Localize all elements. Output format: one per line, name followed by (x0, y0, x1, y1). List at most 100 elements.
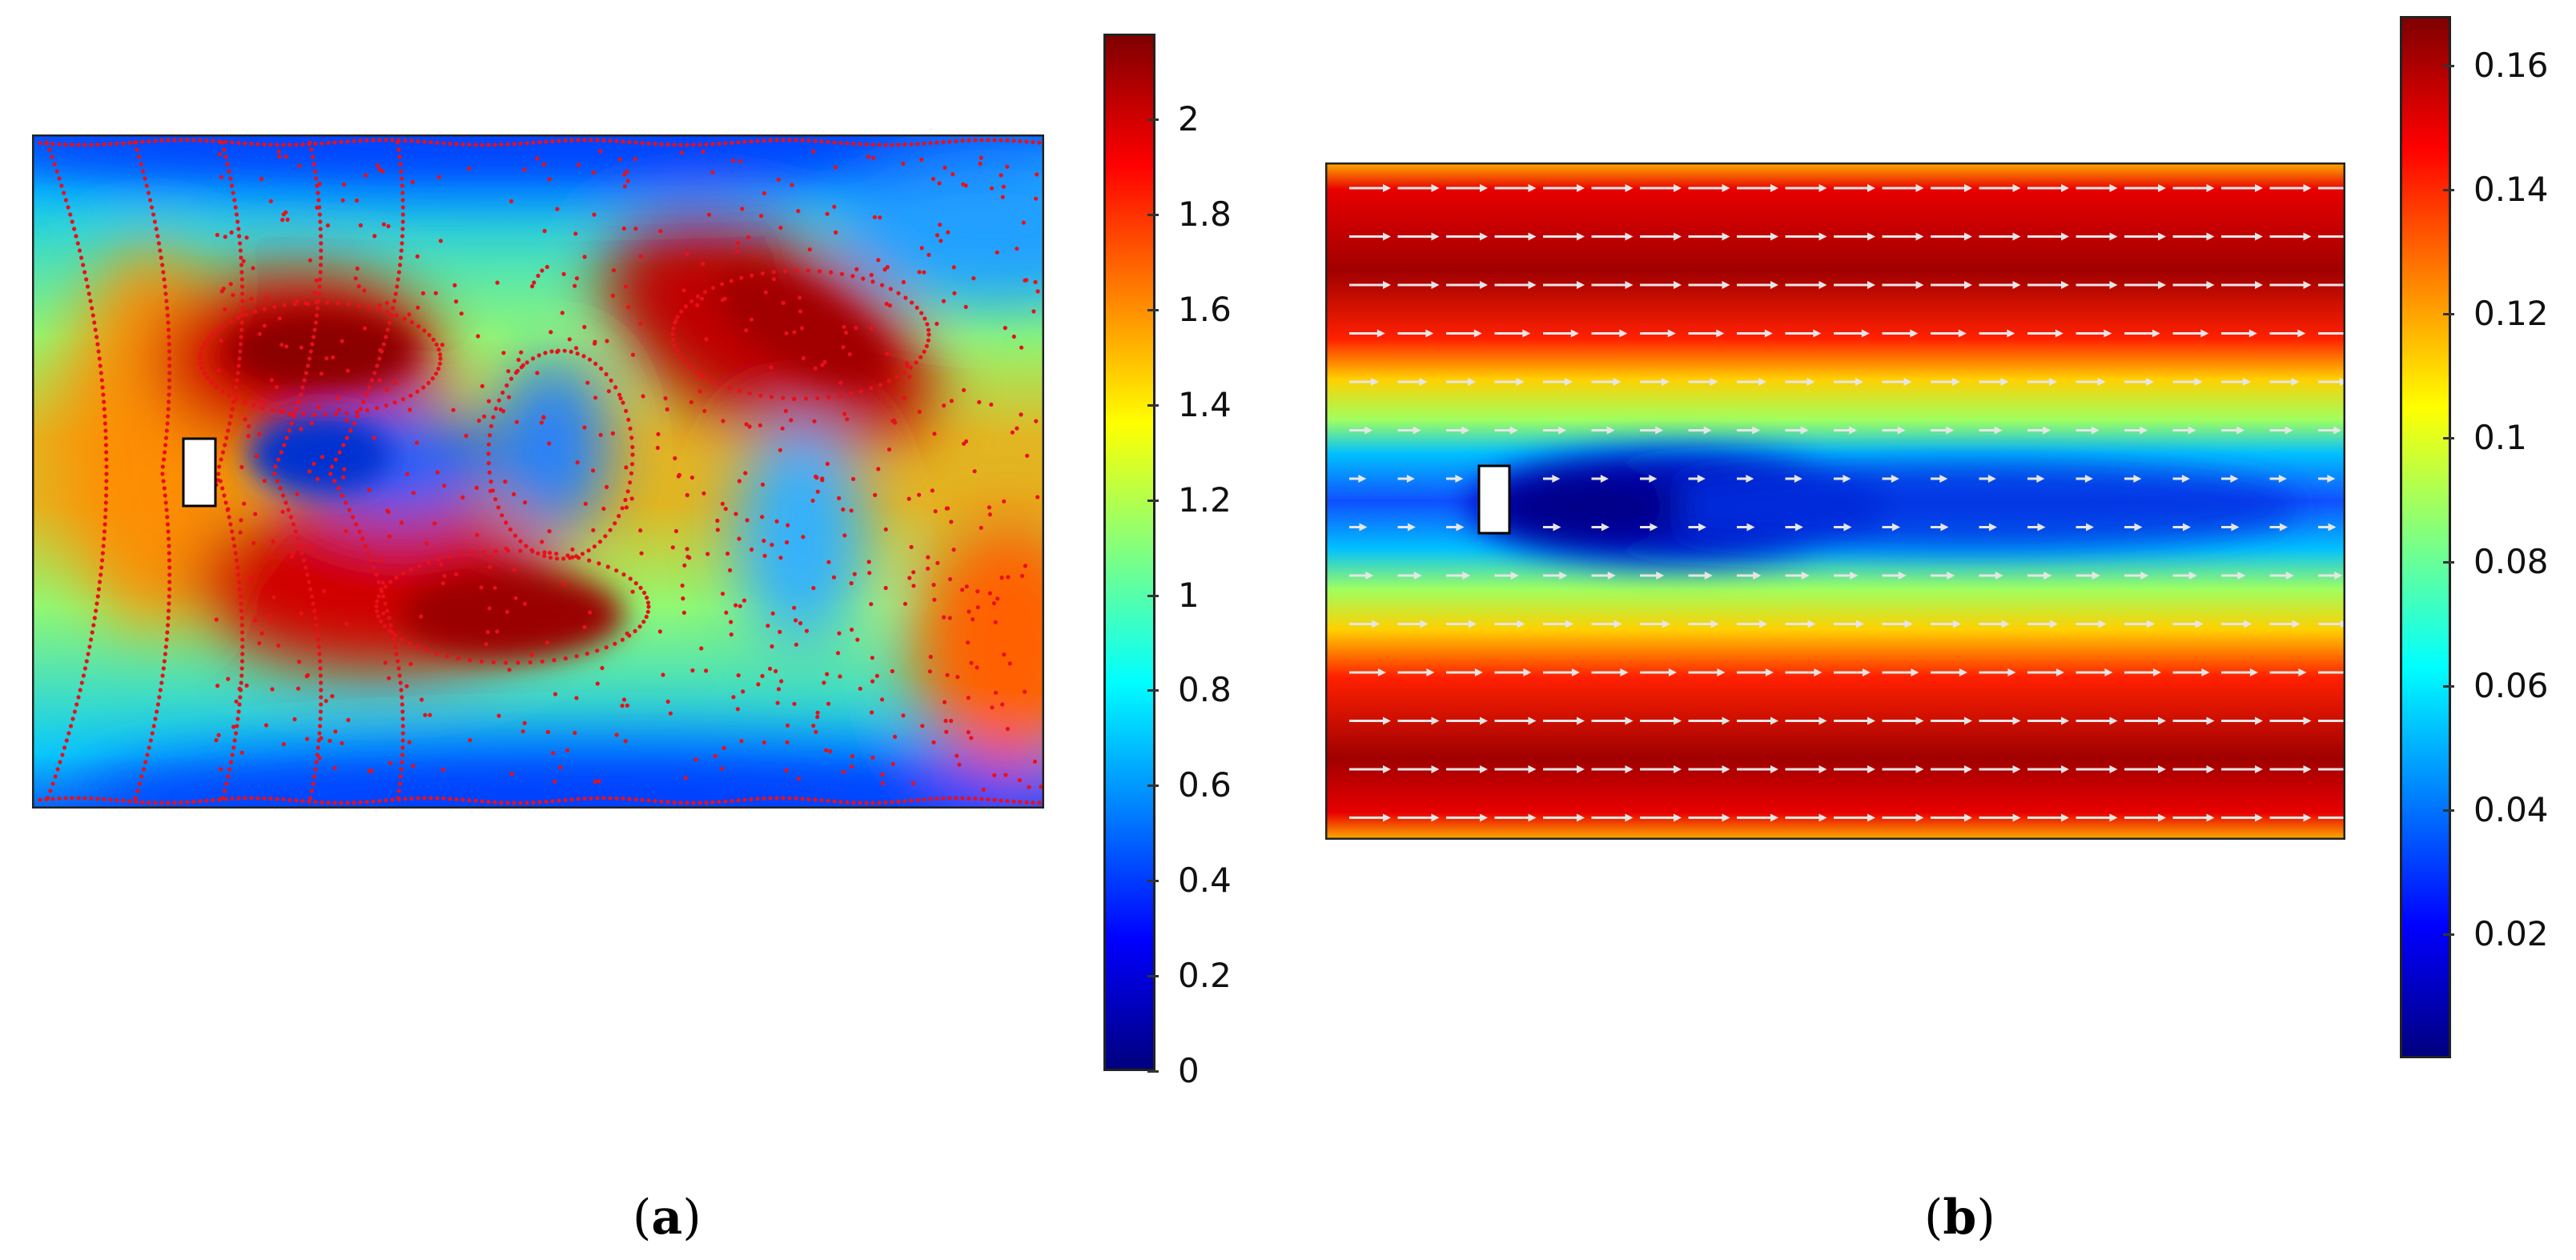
tracer-particle (164, 428, 169, 433)
tracer-particle (294, 798, 299, 803)
tracer-particle (896, 142, 901, 147)
tracer-particle (276, 457, 281, 462)
tracer-particle (973, 138, 978, 142)
tracer-particle (81, 263, 86, 267)
velocity-arrow-head (2327, 475, 2336, 483)
tracer-particle (689, 299, 694, 303)
tracer-particle (512, 492, 516, 496)
tracer-particle (926, 555, 930, 560)
tracer-particle (1034, 196, 1039, 201)
tracer-particle (232, 392, 237, 397)
velocity-arrow-head (1577, 281, 1585, 289)
tracer-particle (837, 496, 842, 500)
tracer-particle (491, 415, 496, 419)
tracer-particle (341, 443, 346, 447)
tracer-particle (313, 142, 318, 146)
tracer-particle (513, 596, 518, 600)
tracer-particle (96, 587, 102, 592)
tracer-particle (223, 797, 228, 801)
tracer-particle (576, 797, 581, 801)
tracer-particle (223, 789, 227, 793)
velocity-arrow-head (1987, 475, 1996, 483)
tracer-particle (315, 313, 319, 318)
tracer-particle (507, 668, 512, 672)
tracer-particle (949, 718, 954, 724)
tracer-particle (219, 457, 223, 462)
tracer-particle (89, 637, 94, 642)
velocity-arrow-head (1553, 523, 1561, 532)
tracer-particle (251, 403, 256, 407)
tracer-particle (832, 140, 837, 145)
tracer-particle (422, 139, 427, 144)
tracer-particle (377, 356, 382, 361)
tracer-particle (237, 702, 242, 707)
tracer-particle (486, 461, 491, 466)
tracer-particle (344, 418, 349, 423)
tracer-particle (848, 391, 853, 396)
tracer-particle (416, 796, 420, 801)
tracer-particle (792, 396, 797, 401)
tracer-particle (626, 417, 631, 422)
tracer-particle (396, 797, 401, 802)
tracer-particle (1027, 784, 1031, 789)
tracer-particle (979, 138, 984, 142)
tracer-particle (458, 552, 463, 557)
colorbar-tick-label: 0.1 (2474, 418, 2527, 457)
tracer-particle (822, 359, 827, 364)
tracer-particle (268, 199, 273, 203)
tracer-particle (301, 411, 306, 416)
tracer-particle (216, 471, 221, 476)
tracer-particle (768, 666, 773, 672)
tracer-particle (102, 399, 106, 404)
tracer-particle (336, 301, 340, 306)
tracer-particle (1033, 279, 1038, 284)
tracer-particle (967, 609, 971, 614)
tracer-particle (870, 142, 875, 147)
velocity-arrow-head (1413, 572, 1422, 580)
velocity-arrow-head (2334, 572, 2343, 580)
velocity-arrow-head (2061, 813, 2069, 822)
tracer-particle (438, 352, 443, 357)
tracer-particle (222, 147, 227, 152)
tracer-particle (363, 326, 368, 331)
colorbar-tick-label: 0.12 (2474, 294, 2549, 333)
velocity-arrow-head (1770, 232, 1778, 241)
tracer-particle (191, 138, 196, 142)
tracer-particle (398, 255, 404, 260)
velocity-arrow-head (2012, 813, 2021, 822)
tracer-particle (870, 801, 875, 805)
tracer-particle (240, 644, 245, 649)
tracer-particle (867, 571, 872, 576)
velocity-arrow-head (1939, 475, 1948, 483)
tracer-particle (1011, 799, 1016, 805)
tracer-particle (582, 624, 587, 629)
tracer-particle (883, 585, 888, 591)
tracer-particle (810, 498, 815, 503)
tracer-particle (302, 378, 307, 383)
tracer-particle (341, 182, 347, 187)
tracer-particle (148, 738, 153, 743)
tracer-particle (768, 796, 773, 801)
tracer-particle (627, 633, 632, 638)
tracer-particle (577, 163, 581, 167)
velocity-arrow-head (2147, 620, 2156, 628)
velocity-arrow-head (2158, 716, 2166, 725)
tracer-particle (704, 668, 709, 673)
tracer-particle (794, 796, 798, 801)
tracer-particle (468, 657, 472, 663)
tracer-particle (317, 731, 322, 736)
tracer-particle (850, 628, 854, 632)
tracer-particle (319, 702, 324, 707)
velocity-arrow-head (1577, 184, 1585, 192)
tracer-particle (492, 585, 497, 590)
tracer-particle (876, 467, 881, 471)
tracer-particle (167, 608, 171, 613)
tracer-particle (878, 215, 882, 220)
tracer-particle (244, 312, 249, 317)
tracer-particle (303, 565, 308, 570)
tracer-particle (657, 629, 663, 634)
tracer-particle (358, 223, 363, 228)
velocity-arrow-head (2303, 184, 2312, 192)
velocity-arrow-head (1528, 232, 1537, 241)
tracer-particle (355, 414, 360, 419)
